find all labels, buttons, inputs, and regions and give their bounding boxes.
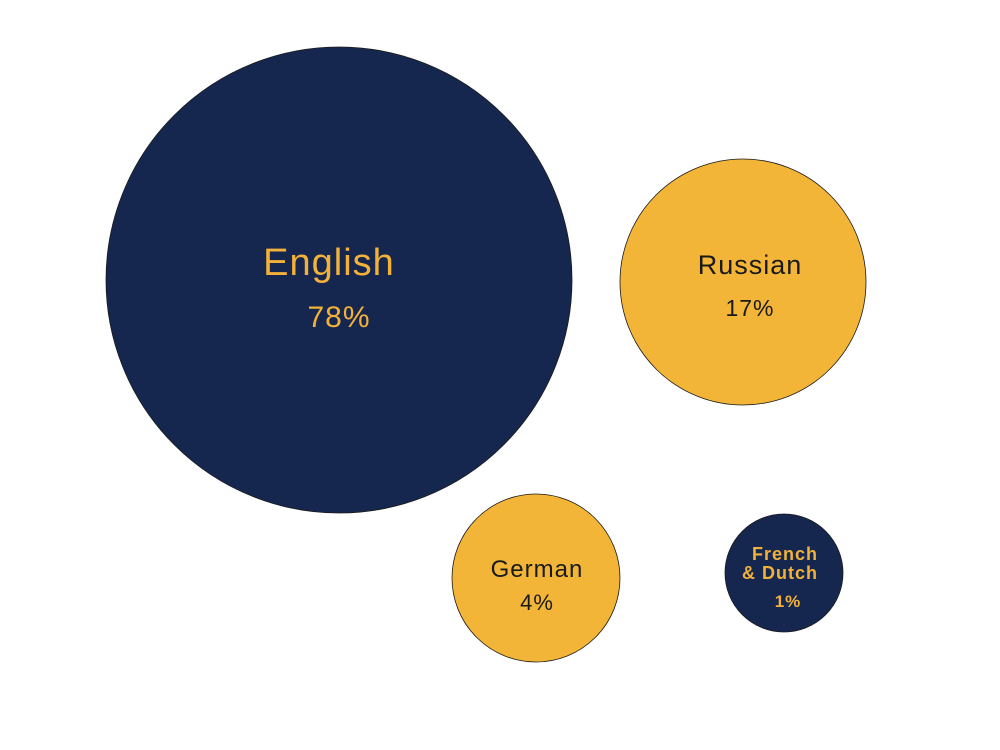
bubble-russian: Russian 17% [619, 158, 867, 406]
bubble-label: English [263, 242, 395, 284]
bubble-value-label: 1% [775, 592, 802, 611]
bubble-german: German 4% [451, 493, 621, 663]
bubble-circle [724, 513, 844, 633]
bubble-label: French [752, 544, 818, 564]
bubble-value-label: 78% [307, 301, 370, 334]
bubble-label: Russian [698, 250, 803, 280]
bubble-french-dutch: French& Dutch 1% [724, 513, 844, 633]
bubble-value-label: 4% [520, 590, 554, 615]
bubble-circle [451, 493, 621, 663]
bubble-label: German [491, 556, 584, 583]
bubble-circle [105, 46, 573, 514]
bubble-circle [619, 158, 867, 406]
bubble-value-label: 17% [725, 295, 774, 321]
bubble-label: & Dutch [742, 563, 818, 583]
bubble-english: English 78% [105, 46, 573, 514]
